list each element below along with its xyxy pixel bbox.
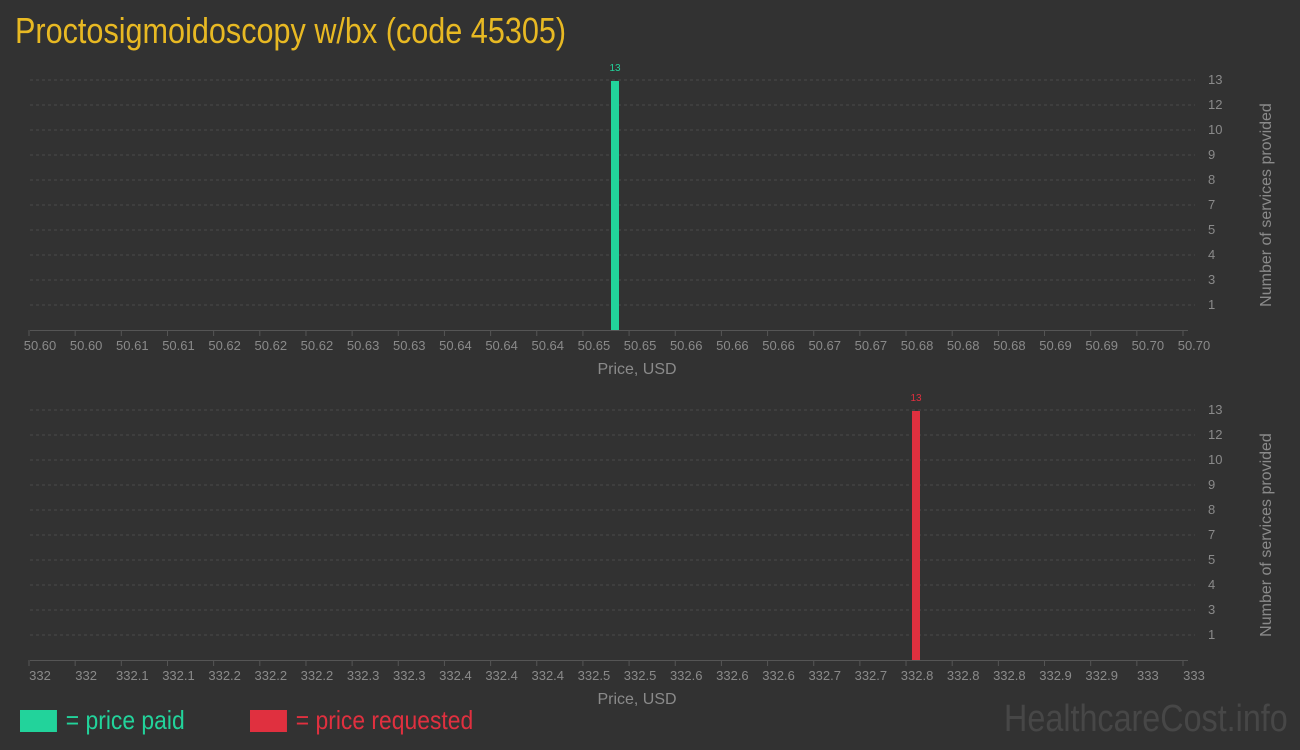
x-tick-label: 332.9	[1085, 668, 1118, 683]
x-tick-label: 50.69	[1085, 338, 1118, 353]
x-tick-label: 50.68	[993, 338, 1026, 353]
bar-value-label: 13	[910, 393, 922, 404]
y-tick-label: 12	[1208, 97, 1222, 112]
x-tick-label: 332.5	[578, 668, 611, 683]
x-axis-title: Price, USD	[597, 361, 676, 378]
x-tick-label: 332.2	[208, 668, 241, 683]
bar	[611, 81, 619, 330]
x-tick-label: 332	[75, 668, 97, 683]
y-tick-label: 4	[1208, 247, 1215, 262]
x-tick-label: 50.62	[301, 338, 334, 353]
x-tick-label: 332.2	[255, 668, 288, 683]
x-tick-label: 333	[1183, 668, 1205, 683]
x-tick-label: 332.7	[855, 668, 888, 683]
watermark: HealthcareCost.info	[1004, 698, 1288, 740]
x-tick-label: 332.4	[439, 668, 472, 683]
x-tick-label: 332.9	[1039, 668, 1072, 683]
x-tick-label: 332.6	[716, 668, 749, 683]
x-tick-label: 332.3	[347, 668, 380, 683]
x-tick-label: 332.4	[531, 668, 564, 683]
x-tick-label: 50.61	[162, 338, 195, 353]
x-tick-label: 50.65	[578, 338, 611, 353]
x-tick-label: 50.67	[808, 338, 841, 353]
x-tick-label: 50.65	[624, 338, 657, 353]
x-tick-label: 50.64	[531, 338, 564, 353]
legend-price-requested: = price requested	[250, 705, 473, 736]
y-tick-label: 10	[1208, 452, 1222, 467]
legend-swatch-paid	[20, 709, 57, 732]
page-title: Proctosigmoidoscopy w/bx (code 45305)	[15, 10, 567, 51]
x-tick-label: 50.69	[1039, 338, 1072, 353]
x-tick-label: 332.6	[762, 668, 795, 683]
x-tick-label: 50.63	[393, 338, 426, 353]
x-tick-label: 50.67	[855, 338, 888, 353]
y-tick-label: 8	[1208, 172, 1215, 187]
y-tick-label: 3	[1208, 602, 1215, 617]
x-tick-label: 50.61	[116, 338, 149, 353]
y-tick-label: 9	[1208, 147, 1215, 162]
x-tick-label: 50.60	[24, 338, 57, 353]
legend-swatch-requested	[250, 709, 287, 732]
x-tick-label: 332.8	[947, 668, 980, 683]
x-tick-label: 50.68	[947, 338, 980, 353]
y-tick-label: 1	[1208, 297, 1215, 312]
x-tick-label: 332.1	[116, 668, 149, 683]
x-axis-title: Price, USD	[597, 691, 676, 708]
x-tick-label: 332.8	[901, 668, 934, 683]
x-tick-label: 50.64	[439, 338, 472, 353]
x-tick-label: 50.70	[1132, 338, 1165, 353]
x-tick-label: 50.66	[716, 338, 749, 353]
x-tick-label: 50.63	[347, 338, 380, 353]
y-tick-label: 10	[1208, 122, 1222, 137]
y-tick-label: 9	[1208, 477, 1215, 492]
x-tick-label: 50.68	[901, 338, 934, 353]
x-tick-label: 332.4	[485, 668, 518, 683]
y-tick-label: 4	[1208, 577, 1215, 592]
y-tick-label: 13	[1208, 402, 1222, 417]
y-axis-title: Number of services provided	[1258, 433, 1275, 637]
x-tick-label: 332.2	[301, 668, 334, 683]
x-tick-label: 333	[1137, 668, 1159, 683]
y-tick-label: 5	[1208, 222, 1215, 237]
x-tick-label: 332	[29, 668, 51, 683]
y-tick-label: 3	[1208, 272, 1215, 287]
y-tick-label: 13	[1208, 72, 1222, 87]
legend-label-paid: = price paid	[65, 705, 185, 735]
bar	[912, 411, 920, 660]
y-tick-label: 1	[1208, 627, 1215, 642]
bar-value-label: 13	[609, 63, 621, 74]
legend-label-requested: = price requested	[295, 705, 474, 735]
x-tick-label: 50.62	[255, 338, 288, 353]
y-axis-title: Number of services provided	[1258, 103, 1275, 307]
x-tick-label: 332.1	[162, 668, 195, 683]
x-tick-label: 50.60	[70, 338, 103, 353]
x-tick-label: 332.3	[393, 668, 426, 683]
x-tick-label: 50.66	[670, 338, 703, 353]
x-tick-label: 332.7	[808, 668, 841, 683]
y-tick-label: 7	[1208, 527, 1215, 542]
y-tick-label: 7	[1208, 197, 1215, 212]
y-tick-label: 8	[1208, 502, 1215, 517]
legend-price-paid: = price paid	[20, 705, 185, 736]
y-tick-label: 5	[1208, 552, 1215, 567]
x-tick-label: 332.6	[670, 668, 703, 683]
x-tick-label: 332.5	[624, 668, 657, 683]
y-tick-label: 12	[1208, 427, 1222, 442]
x-tick-label: 50.64	[485, 338, 518, 353]
x-tick-label: 50.62	[208, 338, 241, 353]
x-tick-label: 50.70	[1178, 338, 1211, 353]
x-tick-label: 332.8	[993, 668, 1026, 683]
x-tick-label: 50.66	[762, 338, 795, 353]
